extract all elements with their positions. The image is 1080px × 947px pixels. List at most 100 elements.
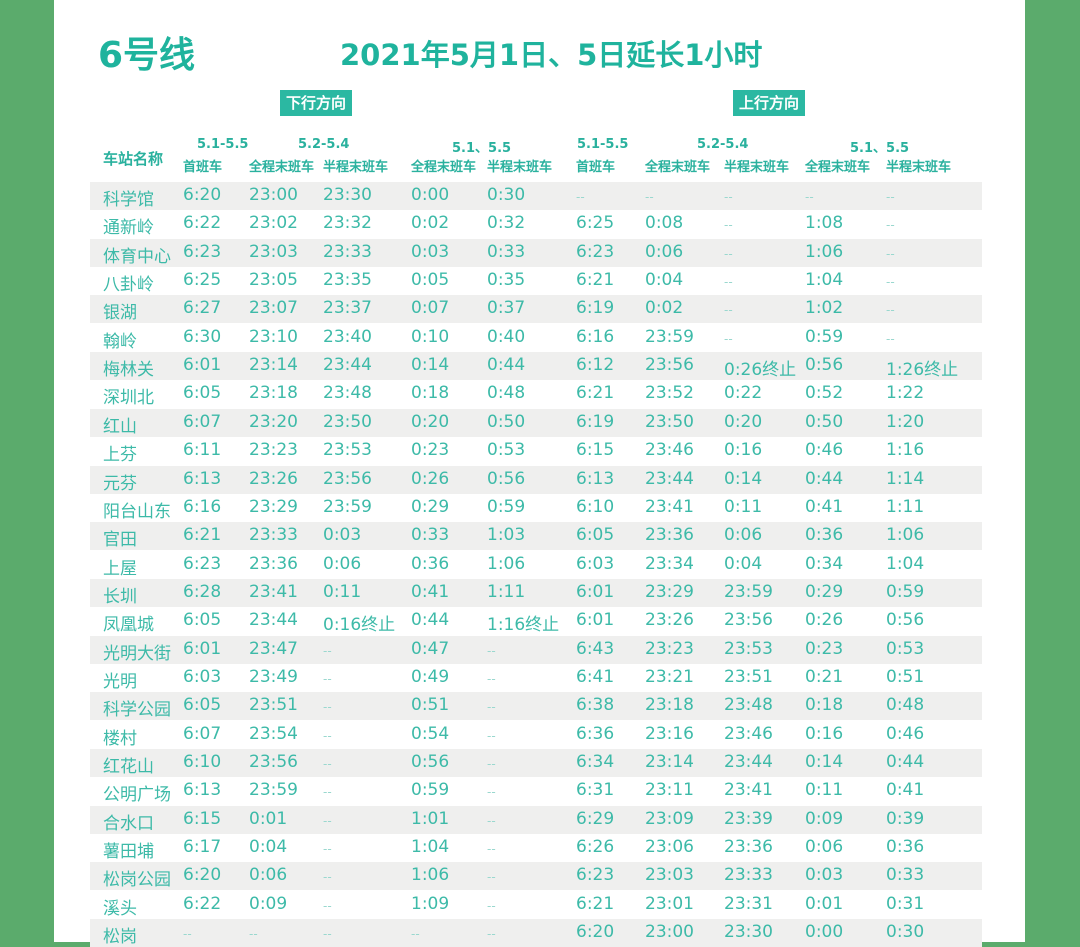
time-cell: 23:59 xyxy=(323,496,372,517)
time-cell: 6:05 xyxy=(183,610,222,631)
time-cell: 23:35 xyxy=(323,270,372,291)
time-cell: 1:06 xyxy=(487,553,526,574)
table-row: 梅林关 6:01 23:14 23:44 0:14 0:44 6:12 23:56 0:26终止… xyxy=(90,352,982,381)
time-cell: 23:56 xyxy=(645,355,694,376)
time-cell: -- xyxy=(323,870,332,885)
station-name: 光明大街 xyxy=(103,643,171,664)
time-cell: 1:16 xyxy=(886,440,925,461)
time-cell: 23:16 xyxy=(645,723,694,744)
table-row: 松岗公园 6:20 0:06 -- 1:06 -- 6:23 23:03 23:33 0:03 0:… xyxy=(90,862,982,891)
station-name: 公明广场 xyxy=(103,785,171,806)
time-cell: 0:08 xyxy=(645,213,684,234)
time-cell: 23:41 xyxy=(249,581,298,602)
time-cell: 0:52 xyxy=(805,383,844,404)
time-cell: 23:53 xyxy=(323,440,372,461)
time-cell: 1:01 xyxy=(411,808,450,829)
time-cell: 0:56 xyxy=(411,752,450,772)
time-cell: 0:02 xyxy=(645,298,684,319)
table-row: 凤凰城 6:05 23:44 0:16终止 0:44 1:16终止 6:01 23:26 23:… xyxy=(90,607,982,635)
time-cell: 0:03 xyxy=(805,865,844,886)
table-row: 翰岭 6:30 23:10 23:40 0:10 0:40 6:16 23:59 -- 0:59 -… xyxy=(90,324,982,352)
down-direction-badge: 下行方向 xyxy=(280,90,353,116)
time-cell: 6:36 xyxy=(576,723,615,744)
time-cell: 23:54 xyxy=(249,723,298,744)
time-cell: 6:34 xyxy=(576,752,615,772)
time-cell: 0:03 xyxy=(323,525,362,546)
time-cell: 23:18 xyxy=(645,695,694,716)
time-cell: 6:20 xyxy=(183,185,222,205)
station-name: 上芬 xyxy=(103,445,137,466)
table-row: 阳台山东 6:16 23:29 23:59 0:29 0:59 6:10 23:41 0:11 0… xyxy=(90,494,982,522)
station-name: 松岗公园 xyxy=(103,870,171,891)
time-cell: 6:20 xyxy=(576,922,615,943)
header-date-group: 5.1、5.5 xyxy=(452,141,512,156)
time-cell: 1:09 xyxy=(411,893,450,914)
time-cell: 23:36 xyxy=(249,553,298,574)
time-cell: 0:56 xyxy=(886,610,925,631)
header-date-group: 5.1-5.5 xyxy=(577,137,629,152)
time-cell: 6:23 xyxy=(576,241,615,262)
time-cell: 23:49 xyxy=(249,666,298,687)
time-cell: 0:16终止 xyxy=(323,615,396,636)
time-cell: 6:31 xyxy=(576,780,615,801)
time-cell: 23:56 xyxy=(724,610,773,631)
time-cell: 1:08 xyxy=(805,213,844,234)
time-cell: 23:32 xyxy=(323,213,372,234)
time-cell: 0:04 xyxy=(645,270,684,291)
table-row: 上屋 6:23 23:36 0:06 0:36 1:06 6:03 23:34 0:04 0:34… xyxy=(90,551,982,579)
header-column-label: 全程末班车 xyxy=(645,160,711,175)
time-cell: 6:27 xyxy=(183,298,222,319)
time-cell: 6:38 xyxy=(576,695,615,716)
time-cell: 23:33 xyxy=(249,525,298,546)
time-cell: 23:31 xyxy=(724,893,773,914)
time-cell: 0:41 xyxy=(805,496,844,517)
time-cell: 23:14 xyxy=(645,752,694,772)
time-cell: 6:17 xyxy=(183,837,222,858)
time-cell: 0:53 xyxy=(487,440,526,461)
time-cell: 1:02 xyxy=(805,298,844,319)
time-cell: 23:44 xyxy=(249,610,298,631)
time-cell: 23:01 xyxy=(645,893,694,914)
time-cell: 0:14 xyxy=(805,752,844,772)
station-name: 元芬 xyxy=(103,473,137,494)
time-cell: 23:36 xyxy=(724,837,773,858)
time-cell: -- xyxy=(576,190,585,204)
table-row: 楼村 6:07 23:54 -- 0:54 -- 6:36 23:16 23:46 0:16 0:4… xyxy=(90,721,982,749)
time-cell: -- xyxy=(886,331,895,346)
time-cell: 0:54 xyxy=(411,723,450,744)
time-cell: 0:50 xyxy=(487,411,526,432)
table-row: 官田 6:21 23:33 0:03 0:33 1:03 6:05 23:36 0:06 0:36… xyxy=(90,522,982,551)
time-cell: 6:13 xyxy=(576,468,615,489)
time-cell: 23:29 xyxy=(645,581,694,602)
time-cell: 6:23 xyxy=(576,865,615,886)
time-cell: 0:41 xyxy=(411,581,450,602)
time-cell: 6:03 xyxy=(183,666,222,687)
time-cell: 23:46 xyxy=(724,723,773,744)
station-name: 科学馆 xyxy=(103,190,154,210)
time-cell: 23:44 xyxy=(645,468,694,489)
time-cell: 23:06 xyxy=(645,837,694,858)
station-name: 深圳北 xyxy=(103,388,154,409)
time-cell: 0:02 xyxy=(411,213,450,234)
time-cell: 23:56 xyxy=(323,468,372,489)
time-cell: 1:16终止 xyxy=(487,615,560,636)
time-cell: 0:49 xyxy=(411,666,450,687)
time-cell: 6:30 xyxy=(183,326,222,347)
time-cell: 23:50 xyxy=(323,411,372,432)
time-cell: 0:06 xyxy=(724,525,763,546)
time-cell: 0:41 xyxy=(886,780,925,801)
time-cell: 6:11 xyxy=(183,440,222,461)
header-column-label: 半程末班车 xyxy=(724,160,790,175)
time-cell: 0:33 xyxy=(487,241,526,262)
time-cell: 0:06 xyxy=(645,241,684,262)
station-name: 松岗 xyxy=(103,927,137,947)
header-column-label: 半程末班车 xyxy=(886,160,952,175)
time-cell: -- xyxy=(249,927,258,942)
time-cell: 23:05 xyxy=(249,270,298,291)
time-cell: 6:12 xyxy=(576,355,615,376)
table-row: 红山 6:07 23:20 23:50 0:20 0:50 6:19 23:50 0:20 0:5… xyxy=(90,408,982,437)
time-cell: -- xyxy=(183,927,192,942)
time-cell: 23:36 xyxy=(645,525,694,546)
time-cell: 6:03 xyxy=(576,553,615,574)
time-cell: 0:53 xyxy=(886,638,925,659)
